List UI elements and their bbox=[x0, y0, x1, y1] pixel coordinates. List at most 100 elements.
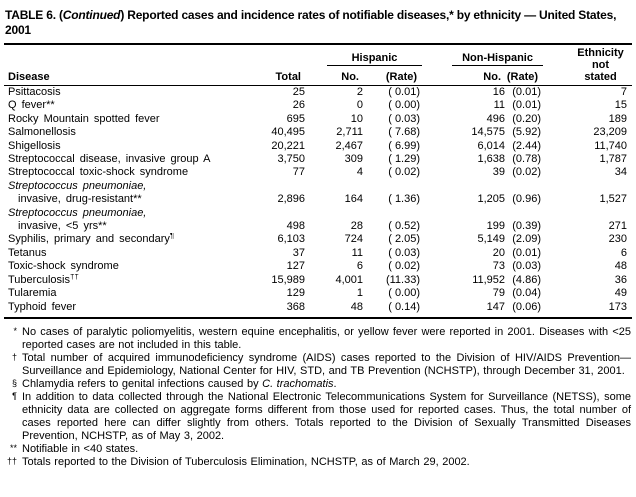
hispanic-no-cell: 2,711 bbox=[336, 126, 363, 139]
hispanic-rate-cell: ( 6.99) bbox=[388, 139, 421, 152]
non-hispanic-no-cell: 11,952 bbox=[472, 273, 506, 286]
ethnicity-not-stated-cell: 230 bbox=[608, 233, 628, 246]
text-segment: TABLE 6. ( bbox=[5, 8, 63, 22]
non-hispanic-rate-column-header: (Rate) bbox=[505, 65, 544, 86]
footnote-marker: † bbox=[11, 351, 17, 362]
non-hispanic-no-cell: 199 bbox=[486, 220, 506, 233]
hispanic-no-cell bbox=[305, 180, 363, 193]
hispanic-rate-cell: ( 2.05) bbox=[388, 233, 421, 246]
hispanic-no-cell: 1 bbox=[356, 287, 363, 300]
total-cell: 37 bbox=[292, 246, 305, 259]
non-hispanic-no-cell bbox=[450, 180, 505, 193]
footnote: ** Notifiable in <40 states. bbox=[4, 443, 631, 456]
text-segment: Totals reported to the Division of Tuber… bbox=[22, 455, 470, 468]
hispanic-no-column-header: No. bbox=[305, 65, 363, 86]
non-hispanic-no-cell: 79 bbox=[492, 287, 506, 300]
italic-text: Continued bbox=[62, 8, 121, 22]
disease-name: Psittacosis bbox=[8, 86, 61, 98]
non-hispanic-no-cell: 6,014 bbox=[477, 139, 506, 152]
disease-name: invasive, <5 yrs** bbox=[18, 220, 107, 233]
ethnicity-not-stated-cell: 189 bbox=[608, 112, 628, 125]
disease-name: Rocky Mountain spotted fever bbox=[8, 112, 160, 125]
hispanic-rate-cell: ( 1.29) bbox=[388, 153, 421, 166]
table-title: TABLE 6. (Continued) Reported cases and … bbox=[4, 5, 632, 45]
gap-cell bbox=[422, 126, 450, 139]
hispanic-no-cell: 6 bbox=[356, 260, 363, 273]
hispanic-label: Hispanic bbox=[351, 51, 398, 64]
ethnicity-not-stated-cell bbox=[543, 207, 632, 220]
header-gap bbox=[422, 65, 451, 86]
gap-cell bbox=[422, 274, 450, 287]
table-row: Syphilis, primary and secondary¶ 6,103 724… bbox=[4, 233, 632, 246]
footnote: ¶ In addition to data collected through t… bbox=[4, 391, 631, 443]
total-cell: 26 bbox=[292, 99, 305, 112]
disease-cell: Streptococcal disease, invasive group A bbox=[4, 153, 260, 166]
text-segment: Notifiable in <40 states. bbox=[22, 442, 139, 455]
disease-cell: Streptococcus pneumoniae, bbox=[4, 180, 260, 193]
footnote-marker: ¶ bbox=[12, 390, 17, 401]
footnote-marker: * bbox=[13, 325, 17, 336]
hispanic-rate-cell: ( 7.68) bbox=[388, 126, 421, 139]
disease-name: Streptococcus pneumoniae, bbox=[8, 179, 147, 192]
disease-cell: invasive, <5 yrs** bbox=[4, 220, 260, 233]
total-cell: 20,221 bbox=[271, 139, 305, 152]
non-hispanic-rate-cell: (0.01) bbox=[512, 86, 542, 98]
hispanic-rate-cell: (11.33) bbox=[385, 273, 421, 286]
disease-name: invasive, drug-resistant** bbox=[18, 193, 142, 206]
table-row: Streptococcal disease, invasive group A 3… bbox=[4, 153, 632, 166]
non-hispanic-no-cell: 5,149 bbox=[477, 233, 506, 246]
notifiable-diseases-table: Hispanic Non-Hispanic Ethnicity not stat… bbox=[4, 47, 633, 319]
non-hispanic-rate-cell: (0.06) bbox=[505, 300, 544, 319]
ethnicity-not-stated-cell: 34 bbox=[614, 166, 628, 179]
header-gap bbox=[422, 47, 450, 66]
total-cell: 3,750 bbox=[277, 153, 305, 166]
gap-cell bbox=[422, 247, 450, 260]
hispanic-no-cell bbox=[305, 207, 363, 220]
hispanic-no-cell: 2 bbox=[356, 86, 363, 98]
footnote: †† Totals reported to the Division of Tub… bbox=[4, 456, 631, 469]
non-hispanic-group-header: Non-Hispanic bbox=[450, 47, 544, 66]
non-hispanic-rate-cell: (0.39) bbox=[512, 220, 542, 233]
table-row: invasive, <5 yrs** 498 28 ( 0.52) 199 (0.39) 2… bbox=[4, 220, 632, 233]
gap-cell bbox=[422, 113, 450, 126]
total-cell: 498 bbox=[286, 220, 305, 233]
disease-cell: Tularemia bbox=[4, 287, 260, 300]
text-segment: . bbox=[333, 377, 337, 390]
hispanic-rate-cell: ( 0.52) bbox=[388, 220, 421, 233]
ethnicity-not-stated-cell: 6 bbox=[620, 246, 628, 259]
total-cell: 129 bbox=[286, 287, 305, 300]
disease-cell: Shigellosis bbox=[4, 140, 260, 153]
gap-cell bbox=[422, 86, 450, 100]
ethnicity-not-stated-cell: 1,787 bbox=[599, 153, 628, 166]
ethnicity-not-stated-cell: 23,209 bbox=[593, 126, 628, 139]
disease-name: Streptococcus pneumoniae, bbox=[8, 206, 147, 219]
table-row: invasive, drug-resistant** 2,896 164 ( 1.36… bbox=[4, 193, 632, 206]
hispanic-no-cell: 4 bbox=[356, 166, 363, 179]
footnote: * No cases of paralytic poliomyelitis, we… bbox=[4, 326, 631, 352]
disease-name: Tuberculosis bbox=[8, 273, 70, 286]
total-cell: 77 bbox=[292, 166, 305, 179]
disease-name: Salmonellosis bbox=[8, 126, 76, 139]
non-hispanic-rate-cell: (0.96) bbox=[512, 193, 542, 206]
ethnicity-not-stated-cell: 49 bbox=[614, 287, 628, 300]
disease-cell: Tetanus bbox=[4, 247, 260, 260]
hispanic-no-cell: 4,001 bbox=[335, 273, 363, 286]
non-hispanic-no-cell: 14,575 bbox=[471, 126, 506, 139]
non-hispanic-no-cell: 39 bbox=[492, 166, 506, 179]
total-cell: 40,495 bbox=[271, 126, 305, 139]
ethnicity-not-stated-cell: 48 bbox=[614, 260, 628, 273]
disease-cell: Tuberculosis†† bbox=[4, 274, 260, 287]
ethnicity-not-stated-cell: 271 bbox=[608, 220, 628, 233]
table-row: Tuberculosis†† 15,989 4,001 (11.33) 11,952 (4… bbox=[4, 274, 632, 287]
total-cell: 695 bbox=[286, 112, 305, 125]
non-hispanic-no-cell: 73 bbox=[492, 260, 506, 273]
disease-name: Tetanus bbox=[8, 246, 47, 259]
footnote: † Total number of acquired immunodeficien… bbox=[4, 352, 631, 378]
gap-cell bbox=[422, 300, 451, 319]
non-hispanic-rate-cell: (5.92) bbox=[512, 126, 542, 139]
hispanic-no-cell: 48 bbox=[305, 300, 363, 319]
ethnicity-not-stated-cell: 1,527 bbox=[599, 193, 628, 206]
disease-name: Shigellosis bbox=[8, 139, 61, 152]
disease-name: Tularemia bbox=[8, 287, 57, 300]
text-segment: Total number of acquired immunodeficienc… bbox=[22, 351, 631, 377]
